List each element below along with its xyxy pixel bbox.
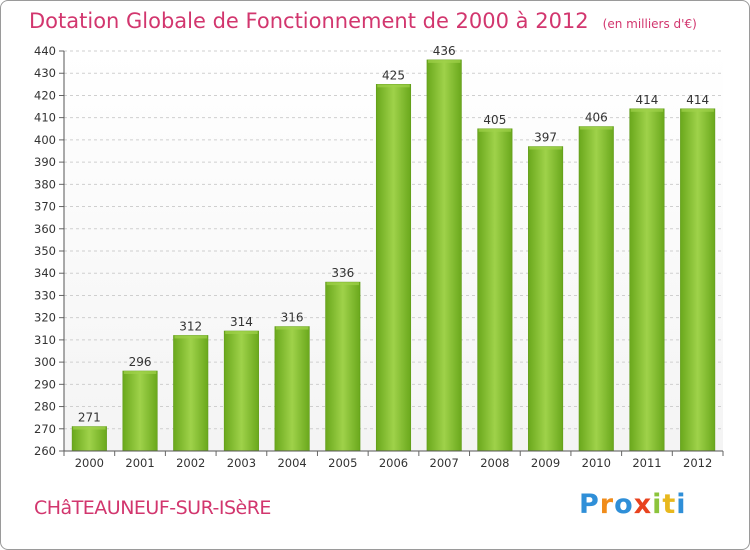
value-label: 316 bbox=[281, 311, 304, 325]
bar-highlight bbox=[326, 282, 360, 286]
x-tick-label: 2004 bbox=[277, 456, 306, 470]
bar bbox=[477, 128, 513, 452]
y-tick-label: 390 bbox=[34, 155, 56, 169]
x-tick-label: 2002 bbox=[176, 456, 205, 470]
value-label: 406 bbox=[585, 111, 608, 125]
y-tick-label: 270 bbox=[34, 422, 56, 436]
bars-layer bbox=[71, 59, 716, 452]
x-tick-label: 2006 bbox=[379, 456, 408, 470]
y-tick-label: 340 bbox=[34, 266, 56, 280]
x-tick-label: 2001 bbox=[125, 456, 154, 470]
bar bbox=[629, 108, 665, 452]
x-tick-label: 2009 bbox=[531, 456, 560, 470]
bar bbox=[71, 426, 107, 452]
bar-highlight bbox=[275, 326, 309, 330]
x-tick-label: 2010 bbox=[582, 456, 611, 470]
bar-highlight bbox=[123, 371, 157, 374]
x-tick-label: 2008 bbox=[480, 456, 509, 470]
y-axis: 260 270 280 290 300 310 320 330 340 350 360 370 380 3… bbox=[34, 44, 65, 458]
value-label: 405 bbox=[483, 113, 506, 127]
chart-title: Dotation Globale de Fonctionnement de 20… bbox=[29, 9, 589, 33]
value-label: 414 bbox=[686, 93, 709, 107]
x-tick-label: 2012 bbox=[683, 456, 712, 470]
y-tick-label: 320 bbox=[34, 311, 56, 325]
value-label: 414 bbox=[636, 93, 659, 107]
bar-highlight bbox=[73, 426, 106, 430]
x-tick-label: 2000 bbox=[75, 456, 104, 470]
value-label: 436 bbox=[433, 44, 456, 58]
bar-highlight bbox=[174, 335, 207, 339]
bar-highlight bbox=[427, 59, 461, 63]
x-tick-label: 2007 bbox=[430, 456, 459, 470]
y-tick-label: 280 bbox=[34, 400, 56, 414]
bar-highlight bbox=[529, 146, 562, 150]
bar-highlight bbox=[580, 126, 613, 130]
bar bbox=[223, 330, 259, 452]
y-tick-label: 380 bbox=[34, 177, 56, 191]
y-tick-label: 260 bbox=[34, 444, 56, 458]
y-tick-label: 420 bbox=[34, 88, 56, 102]
bar-highlight bbox=[681, 108, 714, 112]
y-tick-label: 310 bbox=[34, 333, 56, 347]
y-tick-label: 360 bbox=[34, 222, 56, 236]
value-label: 296 bbox=[129, 355, 152, 369]
y-tick-label: 300 bbox=[34, 355, 56, 369]
chart-subtitle: (en milliers d'€) bbox=[602, 17, 697, 31]
y-tick-label: 330 bbox=[34, 288, 56, 302]
bar bbox=[426, 59, 462, 452]
bar-highlight bbox=[630, 108, 664, 112]
value-label: 314 bbox=[230, 315, 253, 329]
x-tick-label: 2005 bbox=[328, 456, 357, 470]
bar bbox=[274, 326, 310, 452]
y-tick-label: 440 bbox=[34, 44, 56, 58]
commune-name: CHâTEAUNEUF-SUR-ISèRE bbox=[34, 497, 271, 519]
bar bbox=[122, 370, 158, 452]
bar bbox=[325, 281, 361, 452]
bar-highlight bbox=[377, 84, 410, 88]
value-label: 425 bbox=[382, 68, 405, 82]
bar bbox=[375, 84, 412, 452]
bar bbox=[578, 126, 614, 452]
bar-highlight bbox=[225, 331, 258, 334]
value-labels-layer: 271 296 312 314 316 336 425 436 405 397 406 414 414 bbox=[78, 44, 709, 425]
title-block: Dotation Globale de Fonctionnement de 20… bbox=[29, 9, 697, 33]
value-label: 397 bbox=[534, 131, 557, 145]
y-tick-label: 350 bbox=[34, 244, 56, 258]
value-label: 312 bbox=[179, 319, 202, 333]
y-tick-label: 400 bbox=[34, 133, 56, 147]
y-tick-label: 290 bbox=[34, 377, 56, 391]
y-tick-label: 430 bbox=[34, 66, 56, 80]
bar bbox=[173, 335, 209, 452]
y-tick-label: 370 bbox=[34, 200, 56, 214]
bar-highlight bbox=[478, 128, 512, 132]
value-label: 271 bbox=[78, 411, 101, 425]
x-tick-label: 2011 bbox=[632, 456, 661, 470]
x-axis: 2000 2001 2002 2003 2004 2005 2006 2007 2008 2009… bbox=[63, 450, 724, 470]
x-tick-label: 2003 bbox=[227, 456, 256, 470]
bar bbox=[528, 146, 564, 452]
proxiti-logo: Proxiti bbox=[579, 489, 687, 520]
y-tick-label: 410 bbox=[34, 111, 56, 125]
bar bbox=[680, 108, 716, 452]
value-label: 336 bbox=[331, 266, 354, 280]
